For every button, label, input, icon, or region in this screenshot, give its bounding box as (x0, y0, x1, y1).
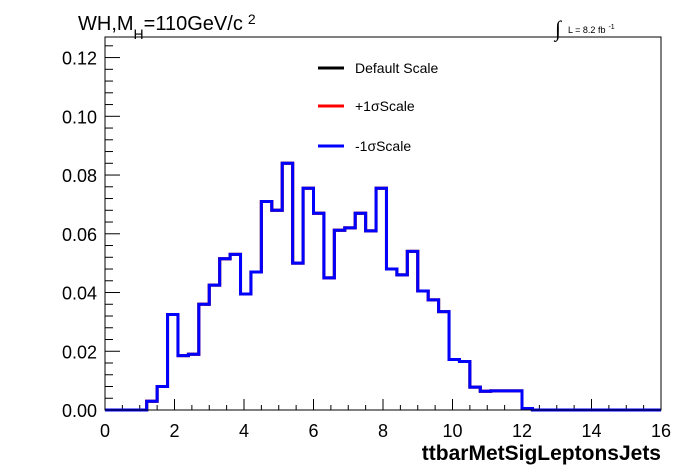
series-line-2 (105, 161, 661, 412)
y-tick-label: 0.02 (62, 342, 97, 362)
y-tick-label: 0.06 (62, 225, 97, 245)
luminosity-text: L = 8.2 fb (568, 25, 605, 35)
luminosity-integral-symbol: ∫ (553, 16, 563, 42)
x-tick-label: 14 (581, 421, 601, 441)
y-tick-label: 0.00 (62, 401, 97, 421)
x-tick-label: 6 (308, 421, 318, 441)
y-tick-label: 0.10 (62, 107, 97, 127)
plot-frame (104, 36, 662, 411)
legend-label-2: -1σScale (355, 138, 411, 154)
x-tick-label: 2 (169, 421, 179, 441)
luminosity-label: L = 8.2 fb -1 (568, 24, 615, 35)
x-tick-label: 4 (239, 421, 249, 441)
y-tick-label: 0.12 (62, 49, 97, 69)
x-tick-label: 12 (512, 421, 532, 441)
title-mass: =110GeV/c (144, 13, 243, 35)
legend-label-1: +1σScale (355, 98, 415, 114)
x-tick-label: 8 (378, 421, 388, 441)
legend: Default Scale +1σScale -1σScale (318, 60, 438, 154)
title-process: WH,M (78, 13, 134, 35)
x-axis-label: ttbarMetSigLeptonsJets (422, 442, 661, 465)
x-tick-label: 16 (651, 421, 671, 441)
series-layer (105, 161, 661, 412)
legend-label-0: Default Scale (355, 60, 438, 76)
y-tick-label: 0.08 (62, 166, 97, 186)
x-tick-label: 10 (442, 421, 462, 441)
title-superscript: 2 (248, 11, 256, 27)
chart-title: WH,MH=110GeV/c 2 (78, 11, 256, 42)
y-tick-label: 0.04 (62, 284, 97, 304)
luminosity-exponent: -1 (608, 24, 614, 31)
x-tick-label: 0 (100, 421, 110, 441)
title-subscript: H (134, 26, 144, 42)
